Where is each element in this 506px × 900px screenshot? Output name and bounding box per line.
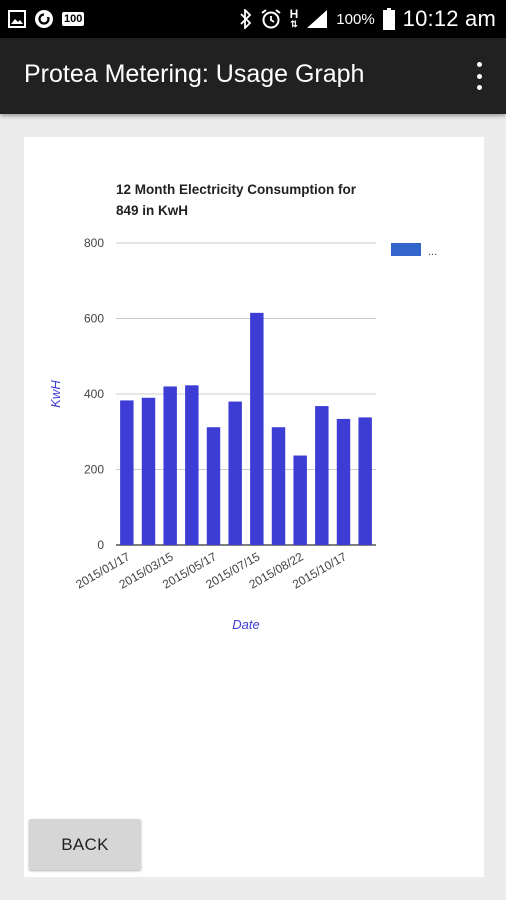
bar [185, 385, 199, 545]
battery-percent: 100% [336, 10, 375, 28]
bar [206, 427, 221, 545]
y-tick-label: 0 [97, 538, 104, 552]
status-left-icons: 100 [8, 7, 85, 31]
status-right-icons: H ⇅ 100% 10:12 am [239, 4, 496, 34]
legend-swatch [391, 243, 421, 256]
more-vert-icon[interactable] [474, 62, 484, 90]
sync-icon [34, 9, 54, 29]
bar [271, 427, 286, 545]
bar [228, 401, 242, 545]
x-axis-label: Date [232, 617, 259, 632]
bar [358, 417, 372, 545]
network-h-icon: H ⇅ [289, 7, 299, 29]
y-tick-label: 200 [84, 463, 104, 477]
legend-label: ... [428, 246, 437, 258]
bar [293, 455, 307, 545]
bar [163, 386, 177, 545]
bar [336, 418, 351, 545]
chart-card: 12 Month Electricity Consumption for 849 … [24, 137, 484, 877]
bluetooth-icon [239, 9, 252, 29]
notification-badge: 100 [62, 12, 85, 26]
usage-chart: 12 Month Electricity Consumption for 849 … [48, 182, 437, 632]
back-button[interactable]: BACK [29, 819, 141, 870]
battery-icon [382, 8, 395, 30]
y-tick-label: 800 [84, 236, 104, 250]
alarm-icon [260, 8, 282, 30]
clock-time: 10:12 am [402, 6, 496, 31]
bar [141, 397, 156, 545]
chart-title-line: 12 Month Electricity Consumption for [116, 182, 357, 197]
bar [250, 312, 264, 545]
status-bar: 100 H ⇅ 100% 10:12 am [0, 0, 506, 38]
bar [120, 400, 134, 545]
page-title: Protea Metering: Usage Graph [24, 60, 365, 88]
image-icon [8, 10, 26, 28]
y-tick-label: 600 [84, 312, 104, 326]
chart-title-line: 849 in KwH [116, 203, 188, 218]
y-tick-label: 400 [84, 387, 104, 401]
app-bar: Protea Metering: Usage Graph [0, 38, 506, 114]
y-axis-label: KwH [48, 380, 63, 408]
bar [315, 406, 329, 545]
signal-icon [306, 9, 328, 29]
